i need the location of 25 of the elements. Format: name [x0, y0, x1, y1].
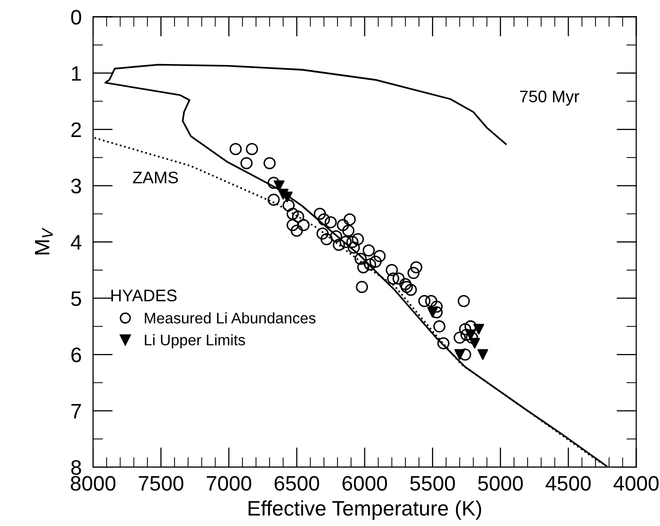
y-tick-label: 1: [72, 66, 81, 81]
x-tick-label: 7500: [138, 476, 184, 491]
y-tick-label: 7: [71, 404, 81, 418]
x-tick-label: 6000: [342, 476, 388, 491]
x-tick-label: 6500: [274, 476, 320, 491]
x-tick-label: 4500: [546, 476, 591, 491]
y-tick-label: 3: [71, 178, 82, 194]
x-tick-label: 8000: [70, 476, 116, 491]
y-tick-label: 2: [71, 122, 81, 137]
x-tick-label: 7000: [206, 476, 252, 491]
x-axis-title: Effective Temperature (K): [248, 500, 482, 520]
legend-title: HYADES: [111, 290, 177, 302]
x-tick-label: 5500: [410, 476, 455, 491]
y-tick-label: 8: [71, 460, 82, 475]
legend-label: Measured Li Abundances: [144, 312, 316, 324]
annotation: ZAMS: [132, 172, 178, 184]
annotation: 750 Myr: [520, 90, 580, 106]
y-axis-title: M$_{V}$: [35, 228, 53, 254]
legend-label: Li Upper Limits: [144, 334, 245, 348]
x-tick-label: 4000: [614, 476, 659, 491]
y-tick-label: 6: [71, 348, 82, 362]
x-tick-label: 5000: [478, 476, 523, 491]
y-tick-label: 5: [71, 291, 82, 306]
y-tick-label: 4: [70, 235, 82, 250]
y-tick-label: 0: [71, 10, 82, 25]
